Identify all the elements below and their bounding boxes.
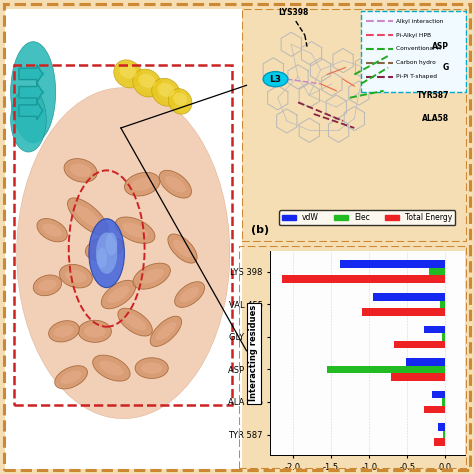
Circle shape: [89, 219, 124, 288]
Bar: [424, 326, 446, 333]
Ellipse shape: [11, 88, 46, 152]
Ellipse shape: [99, 361, 124, 375]
Ellipse shape: [159, 170, 191, 198]
Ellipse shape: [64, 159, 97, 182]
Ellipse shape: [37, 219, 67, 242]
Text: Conventional H: Conventional H: [396, 46, 441, 52]
Ellipse shape: [55, 365, 88, 389]
Ellipse shape: [119, 64, 137, 79]
Ellipse shape: [49, 321, 79, 342]
Ellipse shape: [150, 316, 182, 346]
Text: Pi-Pi T-shaped: Pi-Pi T-shaped: [396, 74, 437, 79]
Circle shape: [97, 247, 107, 268]
Bar: [340, 261, 446, 268]
Bar: [328, 365, 446, 373]
Bar: [406, 358, 446, 365]
Ellipse shape: [78, 320, 111, 342]
FancyArrow shape: [19, 64, 43, 83]
Text: TYR587: TYR587: [416, 91, 449, 100]
Ellipse shape: [122, 223, 148, 238]
Bar: [443, 431, 446, 438]
Ellipse shape: [152, 78, 180, 106]
Ellipse shape: [174, 282, 205, 307]
Ellipse shape: [93, 355, 130, 381]
FancyBboxPatch shape: [361, 10, 466, 92]
Ellipse shape: [168, 234, 197, 263]
Text: L3: L3: [270, 75, 282, 83]
Text: Carbon hydro: Carbon hydro: [396, 60, 436, 65]
Ellipse shape: [33, 275, 62, 296]
Ellipse shape: [38, 280, 56, 291]
Ellipse shape: [85, 237, 123, 260]
Bar: [440, 301, 446, 308]
Bar: [438, 423, 446, 431]
Ellipse shape: [173, 240, 192, 257]
Ellipse shape: [157, 83, 174, 97]
Text: (b): (b): [251, 225, 269, 235]
Circle shape: [105, 232, 117, 255]
Ellipse shape: [115, 217, 155, 243]
Ellipse shape: [138, 74, 155, 88]
Ellipse shape: [54, 326, 74, 337]
Bar: [373, 293, 446, 301]
Ellipse shape: [84, 325, 106, 337]
Ellipse shape: [42, 224, 62, 237]
Ellipse shape: [101, 280, 136, 309]
Text: Pi-Alkyl HPB: Pi-Alkyl HPB: [396, 33, 431, 37]
Ellipse shape: [165, 176, 186, 192]
Ellipse shape: [61, 371, 82, 384]
Ellipse shape: [156, 322, 176, 340]
Bar: [432, 391, 446, 398]
Text: G: G: [443, 63, 449, 72]
Text: Interacting residues: Interacting residues: [249, 305, 258, 401]
Text: Alkyl interaction: Alkyl interaction: [396, 18, 443, 24]
Ellipse shape: [65, 270, 87, 283]
Ellipse shape: [133, 69, 161, 97]
Ellipse shape: [173, 93, 187, 106]
FancyArrow shape: [19, 101, 43, 120]
Ellipse shape: [141, 363, 163, 374]
Ellipse shape: [59, 264, 92, 288]
Ellipse shape: [67, 198, 108, 235]
Ellipse shape: [118, 308, 152, 336]
Ellipse shape: [107, 286, 130, 303]
Ellipse shape: [114, 60, 142, 88]
Ellipse shape: [10, 42, 56, 143]
Bar: [424, 406, 446, 413]
Bar: [362, 308, 446, 316]
Circle shape: [96, 232, 117, 274]
Ellipse shape: [135, 358, 168, 378]
Bar: [282, 275, 446, 283]
Legend: vdW, Elec, Total Energy: vdW, Elec, Total Energy: [279, 210, 456, 225]
Ellipse shape: [74, 205, 101, 228]
Bar: [442, 398, 446, 406]
Ellipse shape: [70, 164, 91, 177]
Ellipse shape: [131, 178, 154, 191]
Ellipse shape: [180, 287, 199, 302]
Bar: [393, 341, 446, 348]
Text: ASP: ASP: [432, 42, 449, 51]
Bar: [434, 438, 446, 446]
Bar: [14, 64, 232, 405]
Bar: [242, 9, 467, 242]
Ellipse shape: [263, 72, 288, 87]
Ellipse shape: [92, 242, 117, 255]
Bar: [442, 333, 446, 341]
Text: LYS398: LYS398: [278, 8, 309, 17]
Ellipse shape: [124, 314, 146, 330]
Ellipse shape: [17, 88, 230, 419]
Text: ALA58: ALA58: [422, 114, 449, 123]
Ellipse shape: [139, 269, 164, 283]
Ellipse shape: [125, 173, 160, 196]
Ellipse shape: [168, 89, 192, 114]
FancyArrow shape: [19, 83, 43, 101]
Ellipse shape: [133, 263, 170, 289]
Bar: [428, 268, 446, 275]
Bar: [391, 373, 446, 381]
